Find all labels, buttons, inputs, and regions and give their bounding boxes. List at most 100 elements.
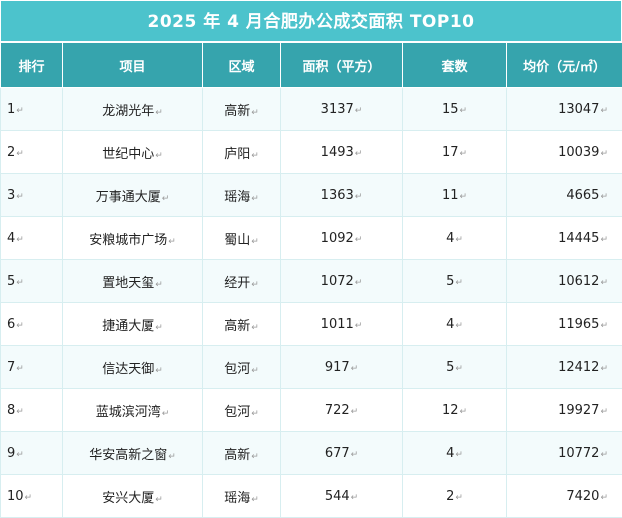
cell-units-value: 2 xyxy=(446,489,454,504)
cell-price: 11965↵ xyxy=(507,303,622,346)
cell-units-value: 5 xyxy=(446,360,454,375)
table-row: 3↵万事通大厦↵瑶海↵1363↵11↵4665↵ xyxy=(1,174,622,217)
paragraph-mark: ↵ xyxy=(16,364,24,374)
cell-project-value: 信达天御 xyxy=(102,362,154,377)
cell-district-value: 高新 xyxy=(224,448,250,463)
cell-project: 世纪中心↵ xyxy=(63,131,203,174)
paragraph-mark: ↵ xyxy=(251,495,259,505)
cell-price: 10612↵ xyxy=(507,260,622,303)
cell-area: 677↵ xyxy=(281,432,403,475)
cell-rank-value: 2 xyxy=(7,145,15,160)
paragraph-mark: ↵ xyxy=(16,321,24,331)
paragraph-mark: ↵ xyxy=(251,366,259,376)
cell-project: 安兴大厦↵ xyxy=(63,475,203,518)
cell-rank: 7↵ xyxy=(1,346,63,389)
paragraph-mark: ↵ xyxy=(600,278,608,288)
paragraph-mark: ↵ xyxy=(600,235,608,245)
header-project: 项目 xyxy=(63,43,203,88)
paragraph-mark: ↵ xyxy=(251,280,259,290)
cell-units-value: 17 xyxy=(442,145,459,160)
cell-price: 10772↵ xyxy=(507,432,622,475)
cell-price-value: 12412 xyxy=(558,360,599,375)
cell-price-value: 19927 xyxy=(558,403,599,418)
cell-price: 14445↵ xyxy=(507,217,622,260)
cell-area-value: 1011 xyxy=(321,317,354,332)
cell-project: 万事通大厦↵ xyxy=(63,174,203,217)
paragraph-mark: ↵ xyxy=(455,364,463,374)
cell-rank-value: 7 xyxy=(7,360,15,375)
cell-rank: 8↵ xyxy=(1,389,63,432)
cell-district-value: 包河 xyxy=(224,405,250,420)
cell-project: 捷通大厦↵ xyxy=(63,303,203,346)
cell-project: 安粮城市广场↵ xyxy=(63,217,203,260)
cell-units: 5↵ xyxy=(403,346,507,389)
cell-price-value: 10772 xyxy=(558,446,599,461)
cell-rank-value: 5 xyxy=(7,274,15,289)
paragraph-mark: ↵ xyxy=(460,407,468,417)
paragraph-mark: ↵ xyxy=(355,321,363,331)
cell-project-value: 世纪中心 xyxy=(102,147,154,162)
cell-area: 1493↵ xyxy=(281,131,403,174)
cell-units: 12↵ xyxy=(403,389,507,432)
cell-rank-value: 4 xyxy=(7,231,15,246)
cell-district-value: 蜀山 xyxy=(224,233,250,248)
cell-project-value: 万事通大厦 xyxy=(96,190,161,205)
table-row: 4↵安粮城市广场↵蜀山↵1092↵4↵14445↵ xyxy=(1,217,622,260)
cell-district-value: 经开 xyxy=(224,276,250,291)
cell-project-value: 华安高新之窗 xyxy=(89,448,167,463)
paragraph-mark: ↵ xyxy=(355,106,363,116)
cell-project-value: 安兴大厦 xyxy=(102,491,154,506)
paragraph-mark: ↵ xyxy=(600,450,608,460)
paragraph-mark: ↵ xyxy=(351,407,359,417)
cell-rank-value: 9 xyxy=(7,446,15,461)
cell-rank: 5↵ xyxy=(1,260,63,303)
cell-area-value: 1493 xyxy=(321,145,354,160)
cell-district: 瑶海↵ xyxy=(203,174,281,217)
paragraph-mark: ↵ xyxy=(16,106,24,116)
cell-price-value: 4665 xyxy=(566,188,599,203)
paragraph-mark: ↵ xyxy=(16,407,24,417)
cell-area: 917↵ xyxy=(281,346,403,389)
header-area: 面积（平方） xyxy=(281,43,403,88)
paragraph-mark: ↵ xyxy=(600,321,608,331)
cell-rank: 4↵ xyxy=(1,217,63,260)
cell-units: 11↵ xyxy=(403,174,507,217)
cell-district-value: 庐阳 xyxy=(224,147,250,162)
cell-project-value: 龙湖光年 xyxy=(102,104,154,119)
cell-district: 高新↵ xyxy=(203,303,281,346)
table-row: 7↵信达天御↵包河↵917↵5↵12412↵ xyxy=(1,346,622,389)
cell-project: 置地天玺↵ xyxy=(63,260,203,303)
cell-price-value: 14445 xyxy=(558,231,599,246)
cell-district-value: 瑶海 xyxy=(224,190,250,205)
cell-price-value: 11965 xyxy=(558,317,599,332)
paragraph-mark: ↵ xyxy=(351,493,359,503)
cell-district: 高新↵ xyxy=(203,88,281,131)
paragraph-mark: ↵ xyxy=(600,364,608,374)
paragraph-mark: ↵ xyxy=(600,407,608,417)
header-district: 区域 xyxy=(203,43,281,88)
cell-units-value: 4 xyxy=(446,446,454,461)
paragraph-mark: ↵ xyxy=(162,194,170,204)
cell-area: 1092↵ xyxy=(281,217,403,260)
paragraph-mark: ↵ xyxy=(455,235,463,245)
cell-area-value: 722 xyxy=(325,403,350,418)
cell-district: 蜀山↵ xyxy=(203,217,281,260)
cell-project: 信达天御↵ xyxy=(63,346,203,389)
cell-area: 1363↵ xyxy=(281,174,403,217)
cell-price: 4665↵ xyxy=(507,174,622,217)
paragraph-mark: ↵ xyxy=(155,108,163,118)
header-price: 均价（元/㎡） xyxy=(507,43,622,88)
paragraph-mark: ↵ xyxy=(355,235,363,245)
cell-project-value: 捷通大厦 xyxy=(102,319,154,334)
paragraph-mark: ↵ xyxy=(155,366,163,376)
cell-project: 龙湖光年↵ xyxy=(63,88,203,131)
paragraph-mark: ↵ xyxy=(455,321,463,331)
cell-district-value: 高新 xyxy=(224,319,250,334)
cell-price-value: 10612 xyxy=(558,274,599,289)
cell-area-value: 544 xyxy=(325,489,350,504)
paragraph-mark: ↵ xyxy=(251,237,259,247)
table-row: 6↵捷通大厦↵高新↵1011↵4↵11965↵ xyxy=(1,303,622,346)
cell-area: 1072↵ xyxy=(281,260,403,303)
table-row: 2↵世纪中心↵庐阳↵1493↵17↵10039↵ xyxy=(1,131,622,174)
